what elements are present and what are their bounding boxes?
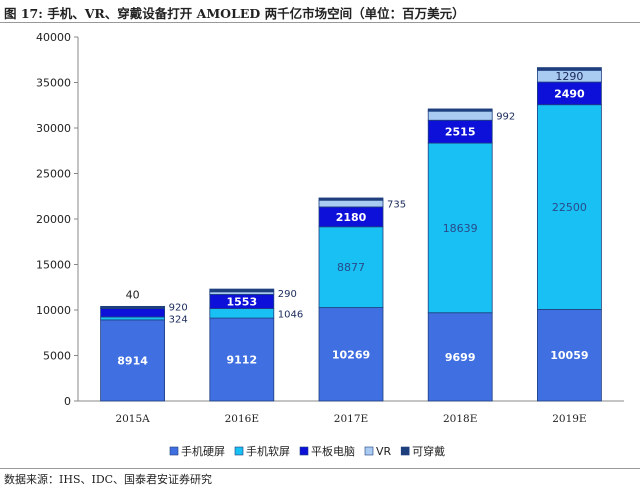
legend-swatch — [169, 446, 179, 456]
data-label: 8877 — [337, 261, 365, 274]
legend-swatch — [299, 446, 309, 456]
bar-segment — [537, 67, 602, 71]
divider — [0, 468, 640, 469]
data-label: 920 — [169, 302, 188, 313]
data-label: 2515 — [445, 126, 476, 139]
bar-segment — [427, 142, 493, 314]
x-tick-label: 2015A — [115, 413, 150, 425]
data-label: 22500 — [552, 201, 587, 214]
x-tick-label: 2017E — [334, 413, 368, 425]
data-label: 18639 — [443, 222, 478, 235]
bar-segment — [318, 307, 384, 402]
legend-label: 手机软屏 — [246, 444, 290, 458]
data-label: 324 — [169, 314, 188, 325]
y-tick-label: 5000 — [43, 350, 71, 363]
data-label: 992 — [496, 112, 515, 123]
legend-swatch — [364, 446, 374, 456]
x-tick-label: 2018E — [443, 413, 477, 425]
x-tick-label: 2016E — [225, 413, 259, 425]
bar-segment — [537, 309, 602, 402]
bar-segment — [100, 305, 165, 309]
legend-swatch — [234, 446, 244, 456]
source-note: 数据来源：IHS、IDC、国泰君安证券研究 — [4, 473, 213, 486]
bar-segment — [318, 199, 384, 208]
data-label: 290 — [278, 289, 297, 300]
bar-segment — [427, 108, 493, 112]
bar-segment — [100, 308, 165, 318]
legend-label: 平板电脑 — [311, 444, 355, 458]
bar-segment — [318, 226, 384, 308]
bar-segment — [318, 197, 384, 201]
data-label: 8914 — [117, 354, 148, 367]
data-label: 40 — [126, 288, 140, 301]
y-tick-label: 0 — [64, 395, 71, 408]
legend-label: 可穿戴 — [412, 444, 445, 458]
bar-segment — [100, 316, 165, 321]
data-label: 9112 — [226, 354, 257, 367]
y-tick-label: 30000 — [36, 122, 71, 135]
y-tick-label: 15000 — [36, 259, 71, 272]
data-label: 1290 — [555, 70, 583, 83]
data-label: 2490 — [554, 87, 585, 100]
bar-segment — [427, 110, 493, 121]
data-label: 1046 — [278, 309, 303, 320]
divider — [0, 22, 640, 23]
chart-title: 图 17: 手机、VR、穿戴设备打开 AMOLED 两千亿市场空间（单位：百万美… — [4, 6, 465, 21]
y-tick-label: 25000 — [36, 168, 71, 181]
bar-segment — [427, 312, 493, 402]
y-tick-label: 20000 — [36, 213, 71, 226]
data-label: 1553 — [226, 295, 257, 308]
bar-segment — [537, 104, 602, 310]
data-label: 9699 — [445, 351, 476, 364]
data-label: 10059 — [550, 349, 588, 362]
y-tick-label: 10000 — [36, 304, 71, 317]
bar-segment — [209, 288, 275, 293]
y-tick-label: 40000 — [36, 31, 71, 44]
y-tick-label: 35000 — [36, 77, 71, 90]
x-tick-label: 2019E — [552, 413, 586, 425]
data-label: 2180 — [336, 211, 367, 224]
legend-label: VR — [376, 445, 392, 458]
legend-swatch — [400, 446, 410, 456]
bar-segment — [209, 308, 275, 319]
data-label: 10269 — [332, 348, 370, 361]
bar-segment — [100, 319, 165, 402]
legend-label: 手机硬屏 — [181, 444, 225, 458]
data-label: 735 — [387, 200, 406, 211]
stacked-bar-chart: 0 5000 10000 15000 20000 25000 30000 35000 40000… — [36, 31, 624, 458]
